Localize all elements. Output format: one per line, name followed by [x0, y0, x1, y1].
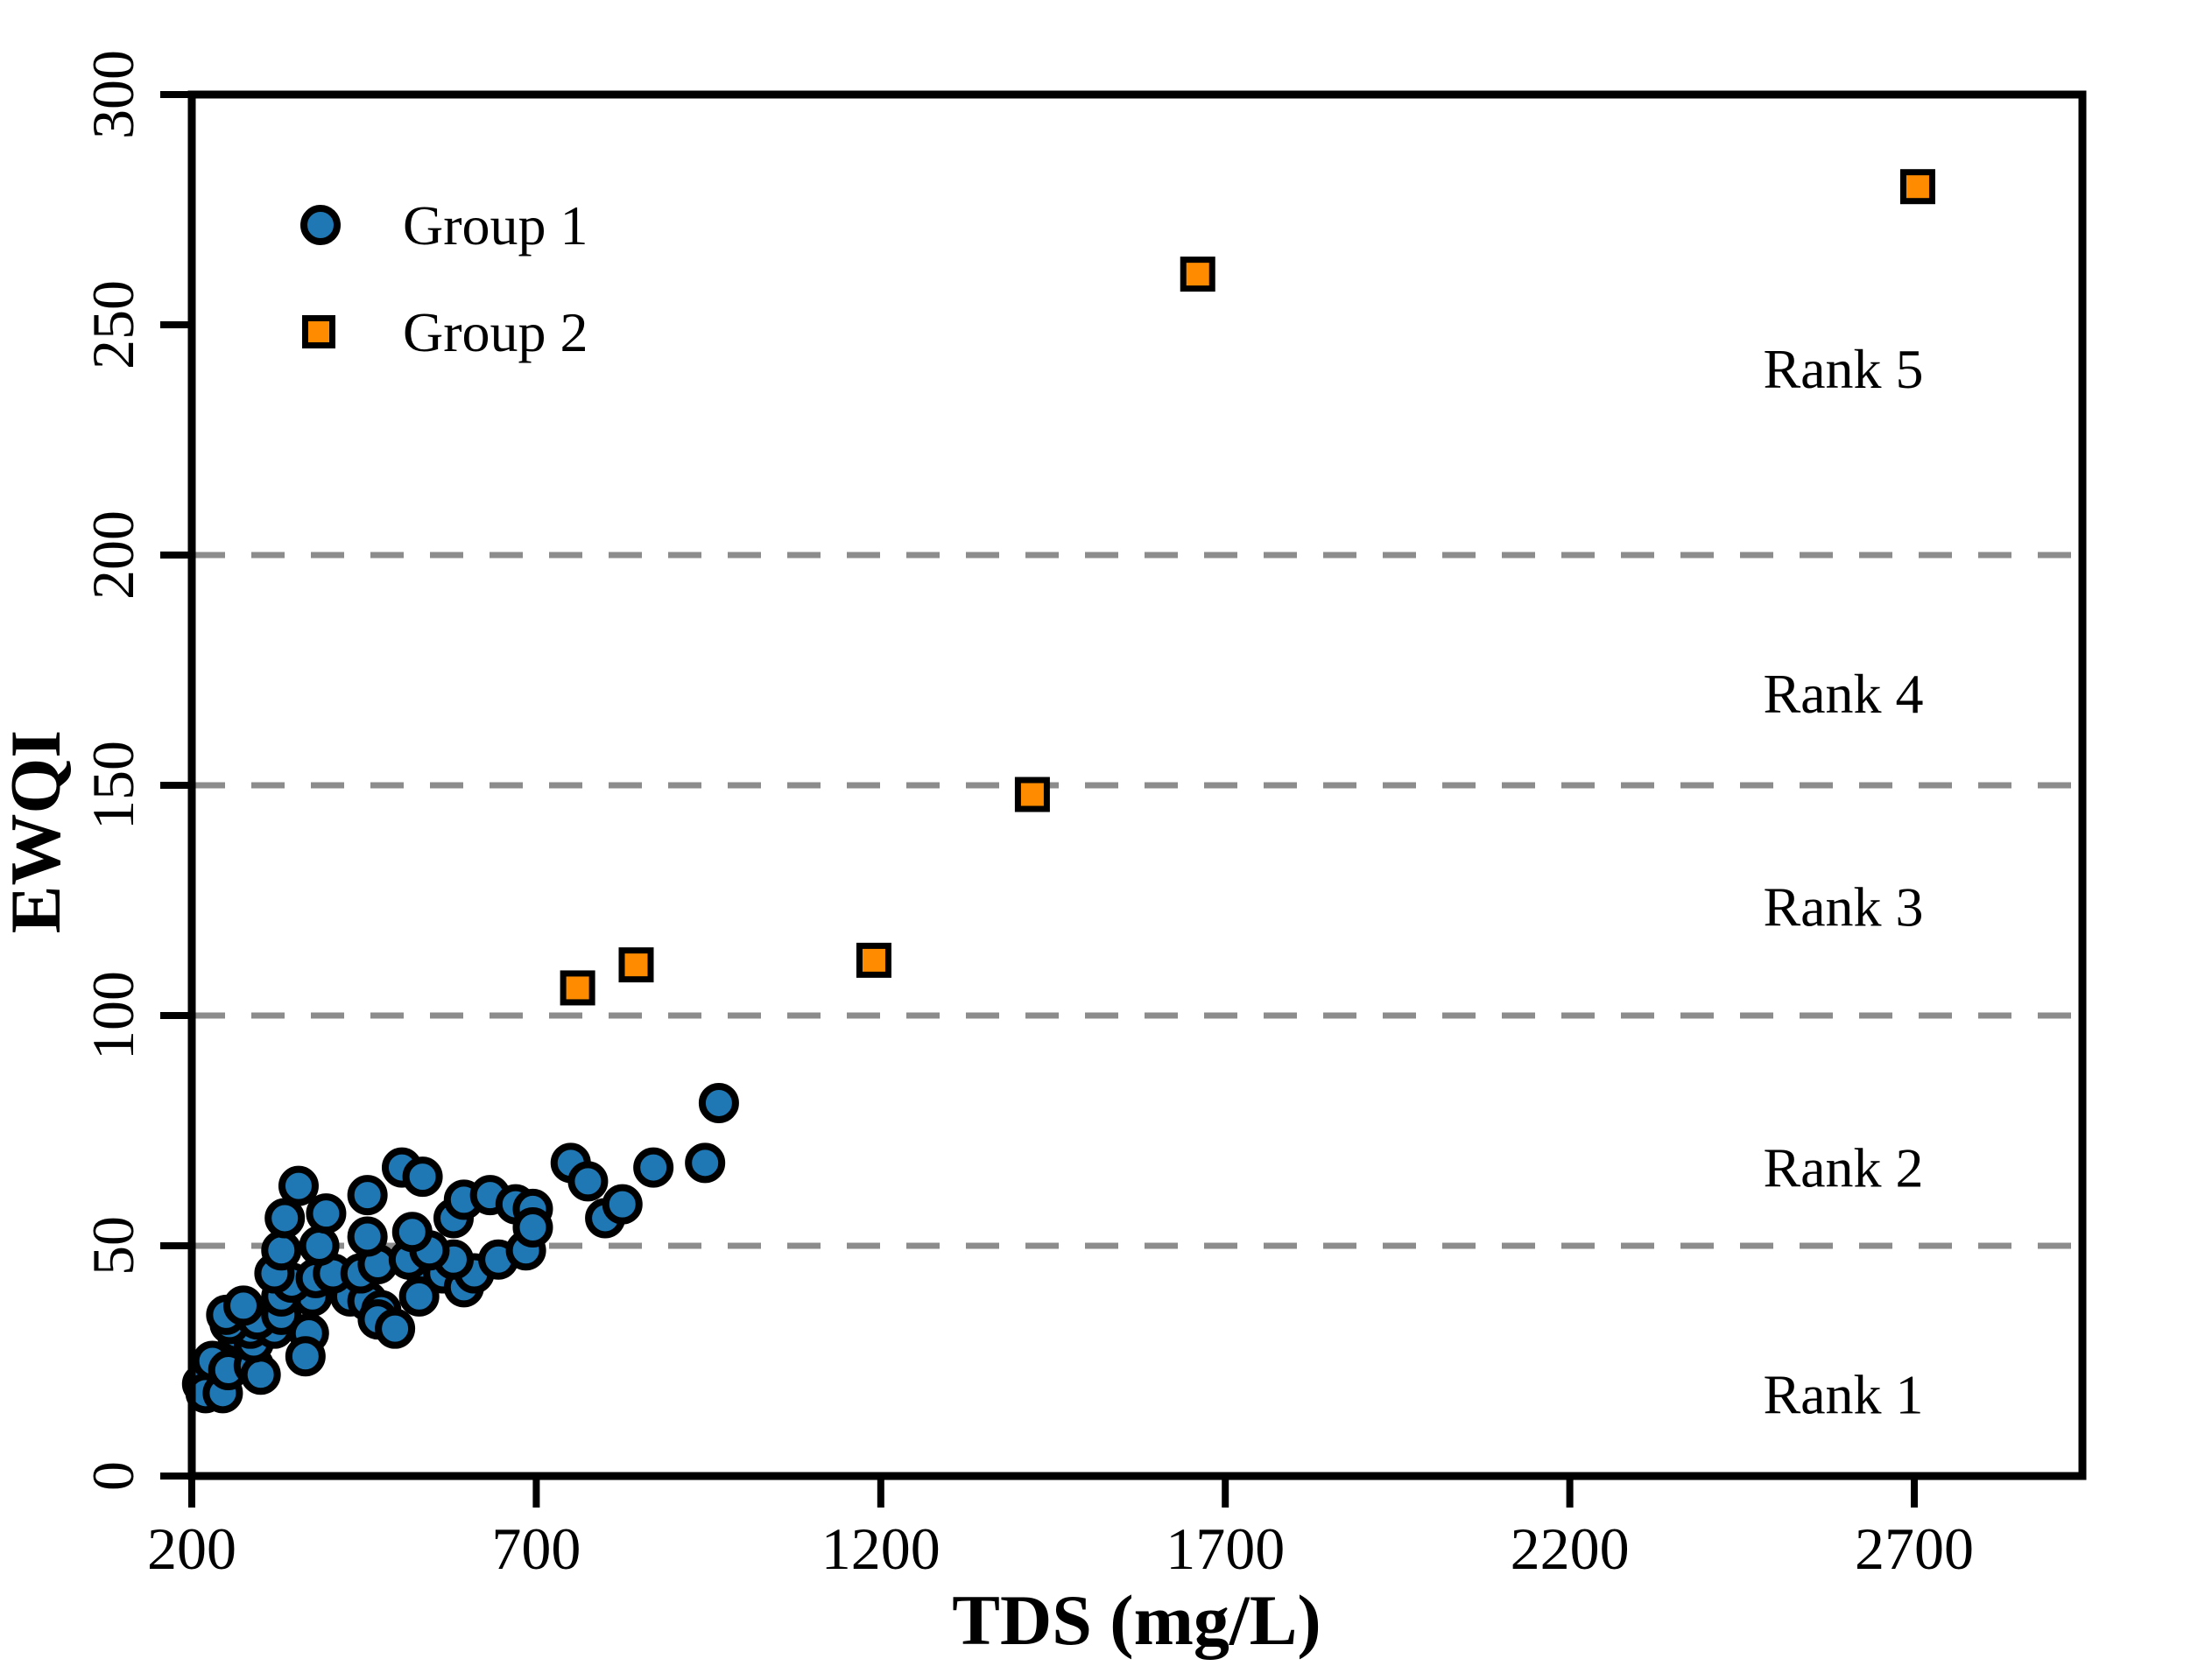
- group1-point: [633, 1147, 674, 1188]
- y-axis-ticks: 0 50 100 150 200 250 300: [80, 50, 192, 1491]
- legend-group2-label: Group 2: [403, 301, 588, 363]
- rank-annotations: Rank 5 Rank 4 Rank 3 Rank 2 Rank 1: [1763, 338, 1923, 1425]
- x-axis-title: TDS (mg/L): [952, 1580, 1321, 1660]
- legend: Group 1 Group 2: [300, 194, 588, 363]
- x-tick-label-1700: 1700: [1166, 1515, 1285, 1582]
- y-axis-title: EWQI: [0, 730, 75, 933]
- rank-label-rank-5: Rank 5: [1763, 338, 1923, 400]
- group1-point: [512, 1206, 553, 1248]
- y-tick-label-150: 150: [80, 741, 146, 830]
- x-tick-label-2700: 2700: [1855, 1515, 1974, 1582]
- y-tick-label-250: 250: [80, 280, 146, 369]
- group2-point: [1899, 169, 1935, 205]
- series-group-2-squares: [560, 169, 1935, 1006]
- group1-point: [602, 1184, 643, 1225]
- group1-point: [398, 1276, 440, 1317]
- group1-point: [223, 1285, 264, 1326]
- group1-point: [264, 1198, 306, 1239]
- group1-point: [285, 1336, 326, 1377]
- group1-point: [240, 1354, 281, 1395]
- group1-point: [567, 1161, 609, 1202]
- legend-group1-label: Group 1: [403, 194, 588, 257]
- group2-point: [856, 942, 891, 978]
- rank-label-rank-2: Rank 2: [1763, 1137, 1923, 1199]
- group1-point: [261, 1230, 302, 1271]
- y-tick-label-0: 0: [80, 1461, 146, 1491]
- group1-point: [306, 1193, 347, 1234]
- group2-point: [1014, 777, 1050, 812]
- legend-group1-circle-marker: [300, 205, 341, 245]
- group1-point: [391, 1212, 433, 1253]
- group2-point: [1180, 257, 1215, 292]
- group1-point: [347, 1216, 388, 1257]
- legend-group2-square-marker: [302, 315, 335, 348]
- series-group-1-circles: [181, 1082, 739, 1414]
- x-axis-ticks: 200 700 1200 1700 2200 2700: [147, 1476, 1974, 1582]
- group2-point: [618, 947, 654, 983]
- rank-label-rank-4: Rank 4: [1763, 663, 1923, 725]
- group1-point: [402, 1156, 443, 1198]
- y-tick-label-300: 300: [80, 50, 146, 139]
- group2-point: [560, 970, 595, 1006]
- x-tick-label-700: 700: [491, 1515, 581, 1582]
- rank-label-rank-1: Rank 1: [1763, 1363, 1923, 1425]
- y-tick-label-50: 50: [80, 1216, 146, 1276]
- x-tick-label-2200: 2200: [1511, 1515, 1630, 1582]
- group1-point: [347, 1175, 388, 1216]
- y-tick-label-200: 200: [80, 510, 146, 600]
- group1-point: [278, 1165, 319, 1206]
- rank-label-rank-3: Rank 3: [1763, 875, 1923, 938]
- y-tick-label-100: 100: [80, 971, 146, 1060]
- x-tick-label-200: 200: [147, 1515, 236, 1582]
- group1-point: [698, 1082, 739, 1123]
- group1-point: [299, 1226, 340, 1266]
- group1-point: [685, 1142, 726, 1184]
- x-tick-label-1200: 1200: [821, 1515, 940, 1582]
- group1-point: [375, 1308, 416, 1349]
